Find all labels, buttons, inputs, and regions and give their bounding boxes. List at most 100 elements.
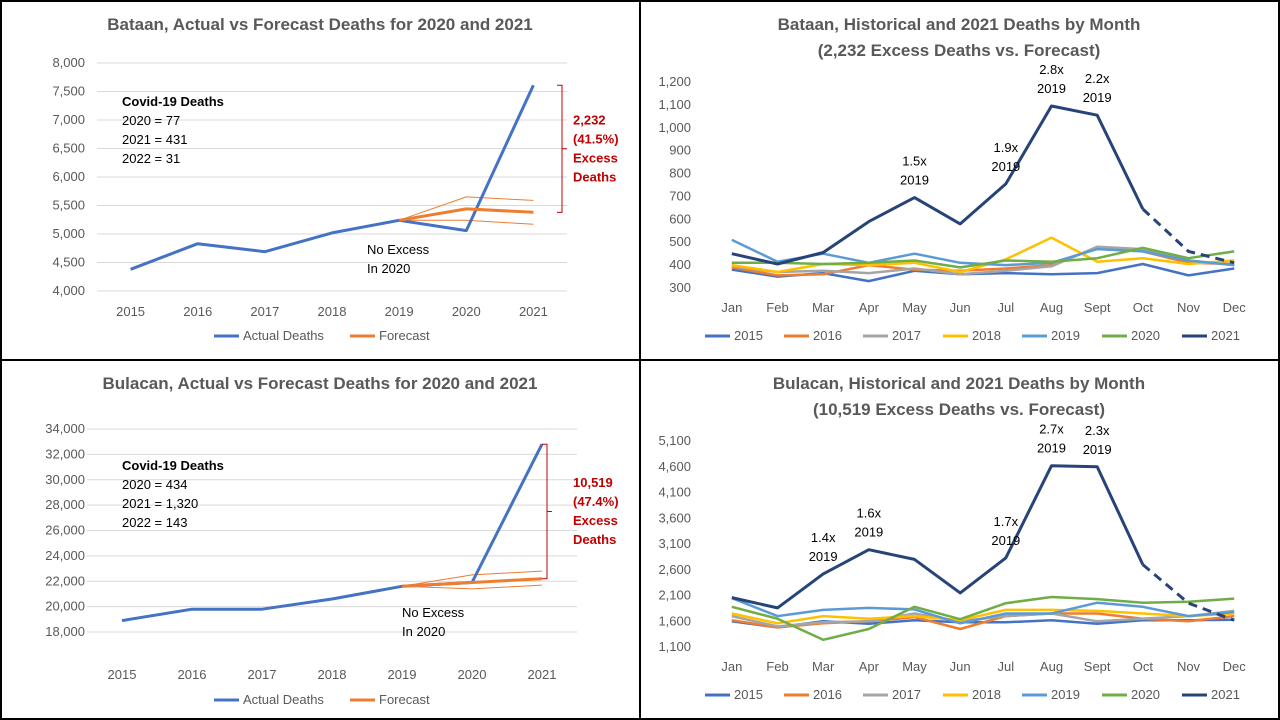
x-tick-label: 2020: [452, 304, 481, 319]
x-tick-label: Sept: [1084, 300, 1111, 315]
x-tick-label: Apr: [859, 659, 880, 674]
series-line-2021-projected: [1141, 207, 1235, 265]
y-tick-label: 7,000: [52, 112, 85, 127]
legend-label: 2015: [734, 687, 763, 702]
y-tick-label: 6,000: [52, 169, 85, 184]
y-tick-label: 18,000: [45, 624, 85, 639]
covid-deaths-heading: Covid-19 Deaths: [122, 94, 224, 109]
series-line-forecast-bound: [399, 219, 534, 225]
series-line-2018: [731, 236, 1235, 274]
x-tick-label: Nov: [1177, 300, 1201, 315]
ratio-to-2019-label: 2.8x: [1039, 62, 1064, 77]
x-tick-label: Jul: [998, 300, 1015, 315]
legend-label: 2020: [1131, 328, 1160, 343]
x-tick-label: Jun: [950, 300, 971, 315]
y-tick-label: 400: [669, 257, 691, 272]
x-tick-label: Feb: [766, 300, 788, 315]
series-line-forecast-bound: [398, 196, 534, 221]
y-tick-label: 8,000: [52, 55, 85, 70]
y-tick-label: 7,500: [52, 84, 85, 99]
y-tick-label: 500: [669, 234, 691, 249]
no-excess-note: In 2020: [367, 261, 410, 276]
y-tick-label: 4,100: [658, 485, 691, 500]
ratio-to-2019-label: 2.3x: [1085, 423, 1110, 438]
y-tick-label: 700: [669, 188, 691, 203]
bulacan-monthly-panel: Bulacan, Historical and 2021 Deaths by M…: [639, 359, 1280, 720]
x-tick-label: Mar: [812, 659, 835, 674]
no-excess-note: No Excess: [402, 605, 465, 620]
x-tick-label: 2018: [318, 667, 347, 682]
y-tick-label: 24,000: [45, 548, 85, 563]
x-tick-label: Dec: [1223, 659, 1247, 674]
ratio-to-2019-label: 2.7x: [1039, 422, 1064, 437]
bulacan-monthly-chart: Bulacan, Historical and 2021 Deaths by M…: [658, 374, 1247, 702]
legend-label: Actual Deaths: [243, 692, 324, 707]
y-tick-label: 4,500: [52, 255, 85, 270]
bataan-annual-chart: Bataan, Actual vs Forecast Deaths for 20…: [52, 15, 619, 343]
covid-deaths-line: 2022 = 143: [122, 515, 187, 530]
x-tick-label: Jan: [721, 300, 742, 315]
ratio-to-2019-label: 2.2x: [1085, 71, 1110, 86]
no-excess-note: No Excess: [367, 242, 430, 257]
series-line-2018: [731, 608, 1235, 625]
excess-deaths-label: (47.4%): [573, 494, 619, 509]
excess-deaths-label: 2,232: [573, 112, 606, 127]
y-tick-label: 1,200: [658, 74, 691, 89]
legend-label: Forecast: [379, 328, 430, 343]
x-tick-label: Dec: [1223, 300, 1247, 315]
x-tick-label: Aug: [1040, 300, 1063, 315]
legend-label: 2019: [1051, 687, 1080, 702]
covid-deaths-heading: Covid-19 Deaths: [122, 458, 224, 473]
x-tick-label: 2016: [183, 304, 212, 319]
series-line-2021: [731, 104, 1145, 266]
x-tick-label: Aug: [1040, 659, 1063, 674]
y-tick-label: 5,500: [52, 198, 85, 213]
legend-label: Actual Deaths: [243, 328, 324, 343]
y-tick-label: 26,000: [45, 523, 85, 538]
x-tick-label: Oct: [1133, 300, 1154, 315]
covid-deaths-line: 2021 = 431: [122, 132, 187, 147]
excess-deaths-label: (41.5%): [573, 131, 619, 146]
legend-label: 2016: [813, 328, 842, 343]
y-tick-label: 20,000: [45, 599, 85, 614]
x-tick-label: Apr: [859, 300, 880, 315]
legend-label: 2018: [972, 328, 1001, 343]
series-line-forecast-bound: [401, 584, 543, 590]
ratio-to-2019-label: 2019: [900, 173, 929, 188]
chart-subtitle: (10,519 Excess Deaths vs. Forecast): [813, 400, 1105, 419]
series-line-forecast-bound: [401, 570, 543, 587]
ratio-to-2019-label: 2019: [1083, 442, 1112, 457]
series-line-actual-deaths: [130, 84, 535, 271]
y-tick-label: 1,000: [658, 120, 691, 135]
no-excess-note: In 2020: [402, 624, 445, 639]
excess-deaths-label: Excess: [573, 513, 618, 528]
y-tick-label: 3,600: [658, 510, 691, 525]
x-tick-label: May: [902, 300, 927, 315]
y-tick-label: 4,600: [658, 459, 691, 474]
bulacan-annual-chart: Bulacan, Actual vs Forecast Deaths for 2…: [45, 374, 619, 707]
y-tick-label: 22,000: [45, 573, 85, 588]
x-tick-label: Sept: [1084, 659, 1111, 674]
x-tick-label: Feb: [766, 659, 788, 674]
x-tick-label: 2019: [388, 667, 417, 682]
x-tick-label: 2015: [108, 667, 137, 682]
series-line-2017: [731, 245, 1235, 276]
y-tick-label: 28,000: [45, 497, 85, 512]
x-tick-label: Oct: [1133, 659, 1154, 674]
x-tick-label: 2018: [318, 304, 347, 319]
excess-bracket: [542, 443, 548, 580]
excess-deaths-label: Deaths: [573, 169, 616, 184]
x-tick-label: 2019: [385, 304, 414, 319]
legend-label: 2018: [972, 687, 1001, 702]
chart-subtitle: (2,232 Excess Deaths vs. Forecast): [818, 41, 1101, 60]
x-tick-label: May: [902, 659, 927, 674]
x-tick-label: 2017: [250, 304, 279, 319]
y-tick-label: 34,000: [45, 421, 85, 436]
bataan-monthly-chart: Bataan, Historical and 2021 Deaths by Mo…: [658, 15, 1247, 343]
legend-label: 2016: [813, 687, 842, 702]
series-line-2021-projected: [1141, 563, 1235, 622]
x-tick-label: 2021: [519, 304, 548, 319]
y-tick-label: 600: [669, 211, 691, 226]
y-tick-label: 4,000: [52, 283, 85, 298]
